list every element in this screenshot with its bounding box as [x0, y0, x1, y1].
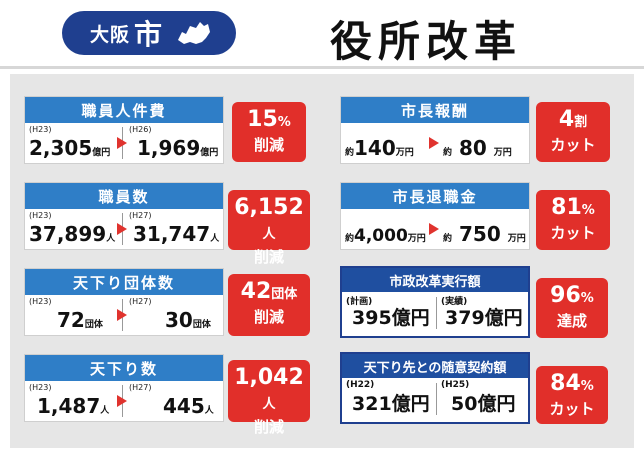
plan-value-group: (計画) 395億円	[342, 292, 436, 334]
divider	[436, 297, 437, 329]
after-tag: (H27)	[129, 297, 152, 306]
after-value: 31,747人	[133, 222, 220, 246]
after-value-group: (H27) 445人	[125, 381, 225, 421]
after-value: 30団体	[165, 308, 211, 332]
card-private-contracts: 天下り先との随意契約額 (H22) 321億円 (H25) 50億円	[340, 352, 530, 424]
after-value: 50億円	[451, 393, 516, 415]
arrow-right-icon	[117, 309, 127, 321]
before-value: 約140万円	[345, 136, 414, 160]
before-value-group: (H23) 72団体	[25, 295, 121, 335]
card-heading: 天下り先との随意契約額	[342, 354, 528, 378]
before-value: 321億円	[352, 393, 430, 415]
card-personnel-cost: 職員人件費 (H23) 2,305億円 (H26) 1,969億円	[24, 96, 224, 164]
header: 大阪 市 役所改革	[0, 0, 644, 66]
before-value-group: (H23) 2,305億円	[25, 123, 121, 163]
result-badge: 84% カット	[536, 366, 608, 424]
card-mayor-retirement: 市長退職金 約4,000万円 約 750 万円	[340, 182, 530, 250]
after-value-group: (H25) 50億円	[437, 378, 529, 420]
divider	[436, 383, 437, 415]
actual-tag: (実績)	[441, 297, 468, 307]
before-value: 約4,000万円	[345, 226, 426, 246]
page-title: 役所改革	[330, 17, 523, 66]
result-badge: 6,152人 削減	[228, 190, 310, 266]
arrow-right-icon	[117, 223, 127, 235]
before-tag: (H22)	[346, 380, 375, 390]
actual-value-group: (実績) 379億円	[437, 292, 529, 334]
after-tag: (H25)	[441, 380, 470, 390]
card-heading: 市長報酬	[341, 97, 529, 123]
arrow-right-icon	[429, 223, 439, 235]
result-badge: 96% 達成	[536, 278, 608, 338]
after-value-group: (H26) 1,969億円	[125, 123, 225, 163]
plan-tag: (計画)	[346, 297, 373, 307]
arrow-right-icon	[429, 137, 439, 149]
after-value: 約 80 万円	[443, 136, 512, 160]
plan-value: 395億円	[352, 307, 430, 329]
after-value: 約 750 万円	[443, 222, 526, 246]
after-value-group: 約 80 万円	[439, 123, 531, 163]
before-tag: (H23)	[29, 297, 52, 306]
card-mayor-salary: 市長報酬 約140万円 約 80 万円	[340, 96, 530, 164]
after-tag: (H26)	[129, 125, 152, 134]
card-heading: 天下り数	[25, 355, 223, 381]
after-value: 445人	[163, 394, 214, 418]
card-staff-count: 職員数 (H23) 37,899人 (H27) 31,747人	[24, 182, 224, 250]
card-reform-amount: 市政改革実行額 (計画) 395億円 (実績) 379億円	[340, 266, 530, 338]
arrow-right-icon	[117, 137, 127, 149]
card-amakudari-count: 天下り数 (H23) 1,487人 (H27) 445人	[24, 354, 224, 422]
before-value-group: (H23) 1,487人	[25, 381, 121, 421]
before-value: 72団体	[57, 308, 103, 332]
before-tag: (H23)	[29, 211, 52, 220]
before-value-group: (H22) 321億円	[342, 378, 436, 420]
result-badge: 1,042人 削減	[228, 360, 310, 436]
result-badge: 4割 カット	[536, 102, 610, 162]
after-tag: (H27)	[129, 383, 152, 392]
after-value-group: 約 750 万円	[439, 209, 531, 249]
osaka-map-icon	[172, 18, 214, 48]
after-value-group: (H27) 31,747人	[125, 209, 225, 249]
city-name: 大阪	[90, 23, 131, 46]
card-heading: 職員人件費	[25, 97, 223, 123]
card-heading: 市政改革実行額	[342, 268, 528, 292]
before-value: 2,305億円	[29, 136, 111, 160]
before-tag: (H23)	[29, 125, 52, 134]
after-value-group: (H27) 30団体	[125, 295, 225, 335]
card-heading: 天下り団体数	[25, 269, 223, 295]
arrow-right-icon	[117, 395, 127, 407]
card-heading: 職員数	[25, 183, 223, 209]
card-heading: 市長退職金	[341, 183, 529, 209]
result-badge: 81% カット	[536, 190, 610, 250]
after-tag: (H27)	[129, 211, 152, 220]
header-divider	[0, 66, 644, 69]
before-value: 1,487人	[37, 394, 110, 418]
after-value: 1,969億円	[137, 136, 219, 160]
actual-value: 379億円	[445, 307, 523, 329]
before-value-group: 約140万円	[341, 123, 433, 163]
before-tag: (H23)	[29, 383, 52, 392]
content-panel: 職員人件費 (H23) 2,305億円 (H26) 1,969億円 15% 削減…	[10, 74, 634, 448]
city-suffix: 市	[134, 18, 163, 51]
before-value-group: 約4,000万円	[341, 209, 433, 249]
before-value: 37,899人	[29, 222, 116, 246]
card-amakudari-orgs: 天下り団体数 (H23) 72団体 (H27) 30団体	[24, 268, 224, 336]
before-value-group: (H23) 37,899人	[25, 209, 121, 249]
city-badge: 大阪 市	[62, 11, 236, 55]
result-badge: 42団体 削減	[228, 274, 310, 336]
result-badge: 15% 削減	[232, 102, 306, 162]
